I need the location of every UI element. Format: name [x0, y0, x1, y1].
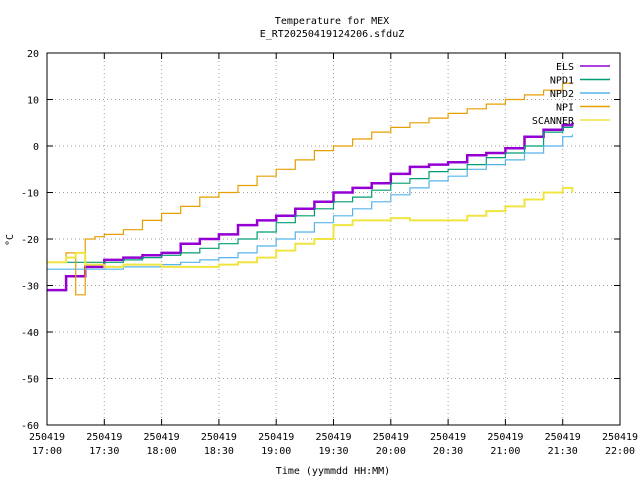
x-tick-label-time: 19:30 [318, 446, 348, 457]
y-tick-label: 0 [33, 142, 39, 153]
x-tick-label-date: 250419 [201, 432, 237, 443]
x-tick-label-date: 250419 [86, 432, 122, 443]
x-tick-label-time: 18:00 [147, 446, 177, 457]
x-axis-label: Time (yymmdd HH:MM) [276, 466, 390, 477]
x-tick-label-date: 250419 [315, 432, 351, 443]
y-tick-label: 10 [27, 96, 39, 107]
y-tick-label: -50 [21, 375, 39, 386]
legend-label: SCANNER [532, 116, 575, 127]
y-tick-label: -40 [21, 328, 39, 339]
chart-title: Temperature for MEX [275, 16, 389, 27]
x-tick-label-date: 250419 [258, 432, 294, 443]
x-tick-label-date: 250419 [144, 432, 180, 443]
x-tick-label-date: 250419 [602, 432, 638, 443]
y-tick-label: 20 [27, 49, 39, 60]
x-tick-label-time: 21:30 [548, 446, 578, 457]
series-line-scanner [47, 186, 574, 268]
y-tick-label: -60 [21, 421, 39, 432]
legend-label: NPI [556, 103, 574, 114]
legend-label: NPD2 [550, 89, 574, 100]
x-tick-label-time: 20:30 [433, 446, 463, 457]
x-tick-label-date: 250419 [373, 432, 409, 443]
x-tick-label-time: 17:00 [32, 446, 62, 457]
series-line-npd1 [47, 125, 573, 263]
series-line-els [47, 122, 574, 292]
x-tick-label-time: 20:00 [376, 446, 406, 457]
x-tick-label-date: 250419 [545, 432, 581, 443]
legend: ELS NPD1 NPD2 NPI SCANNER [532, 62, 610, 127]
y-tick-label: -10 [21, 189, 39, 200]
legend-label: NPD1 [550, 76, 574, 87]
chart-subtitle: E_RT20250419124206.sfduZ [260, 29, 405, 40]
y-axis-label: °C [5, 234, 16, 246]
series-line-npi [47, 82, 573, 296]
x-tick-label-time: 19:00 [261, 446, 291, 457]
x-tick-label-time: 21:00 [490, 446, 520, 457]
series-lines [47, 82, 574, 296]
x-tick-label-date: 250419 [29, 432, 65, 443]
axis-ticks: -60 -50 -40 -30 -20 -10 0 10 20 250419 17:00 250419… [21, 49, 638, 457]
x-tick-label-time: 22:00 [605, 446, 635, 457]
series-line-npd2 [47, 134, 573, 270]
x-tick-label-date: 250419 [487, 432, 523, 443]
x-tick-label-time: 18:30 [204, 446, 234, 457]
x-tick-label-date: 250419 [430, 432, 466, 443]
y-tick-label: -20 [21, 235, 39, 246]
y-tick-label: -30 [21, 282, 39, 293]
legend-label: ELS [556, 62, 574, 73]
x-tick-label-time: 17:30 [89, 446, 119, 457]
